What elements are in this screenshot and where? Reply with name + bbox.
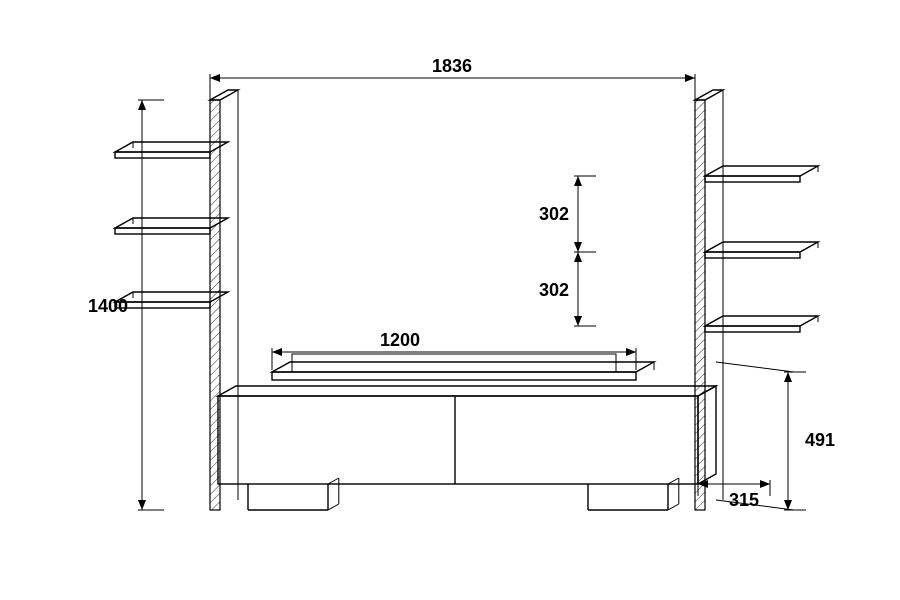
label-shelf-upper: 302 (539, 204, 569, 224)
furniture-dimension-drawing: 1836 1400 1200 302 302 491 315 (0, 0, 900, 600)
furniture-outline (115, 90, 818, 510)
label-inner-width: 1200 (380, 330, 420, 350)
label-depth: 315 (729, 490, 759, 510)
label-total-height: 1400 (88, 296, 128, 316)
label-shelf-lower: 302 (539, 280, 569, 300)
label-total-width: 1836 (432, 56, 472, 76)
label-cab-height: 491 (805, 430, 835, 450)
